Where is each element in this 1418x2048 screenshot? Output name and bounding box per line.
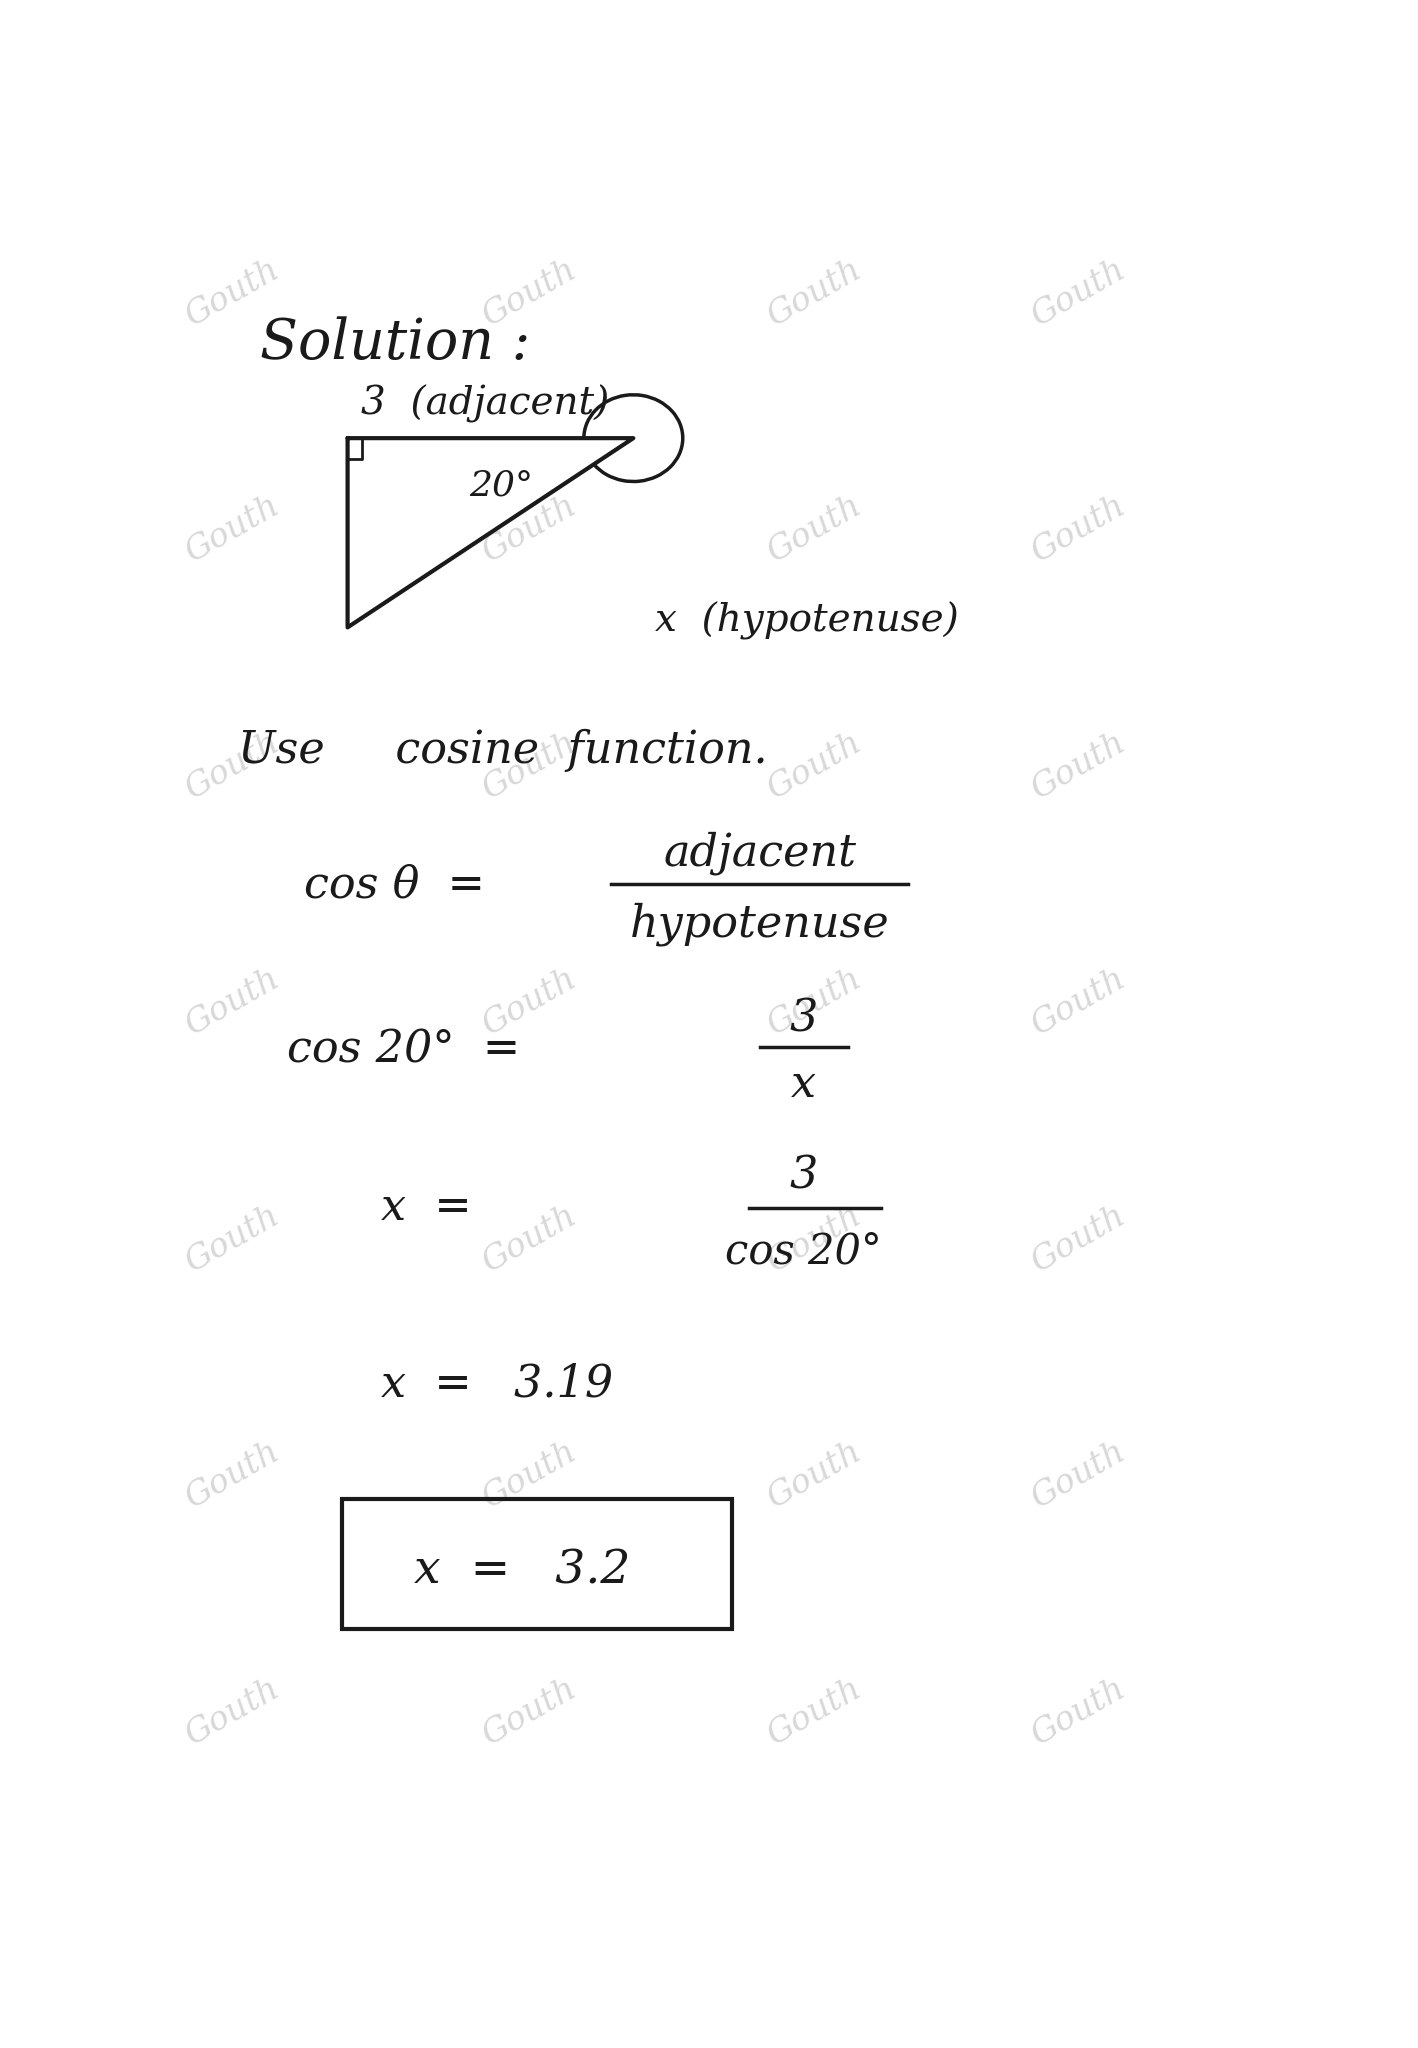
Text: adjacent: adjacent <box>664 831 856 874</box>
Text: Gouth: Gouth <box>761 1436 868 1516</box>
Text: Gouth: Gouth <box>761 1200 868 1278</box>
Text: Gouth: Gouth <box>180 963 285 1042</box>
Text: Gouth: Gouth <box>1025 727 1132 805</box>
Text: Gouth: Gouth <box>761 727 868 805</box>
Text: Gouth: Gouth <box>1025 254 1132 332</box>
Text: cos 20°: cos 20° <box>725 1231 882 1274</box>
Text: cos 20°  =: cos 20° = <box>286 1028 520 1071</box>
Text: cos θ  =: cos θ = <box>303 862 485 905</box>
Text: Solution :: Solution : <box>259 317 530 371</box>
Text: hypotenuse: hypotenuse <box>630 901 889 946</box>
Text: Gouth: Gouth <box>476 254 581 332</box>
Text: Gouth: Gouth <box>476 1673 581 1751</box>
Text: Gouth: Gouth <box>180 727 285 805</box>
Text: 3  (adjacent): 3 (adjacent) <box>360 385 610 422</box>
Text: Gouth: Gouth <box>761 1673 868 1751</box>
Text: 3: 3 <box>790 997 818 1040</box>
Text: Use     cosine  function.: Use cosine function. <box>238 729 767 772</box>
Text: Gouth: Gouth <box>476 489 581 569</box>
Text: Gouth: Gouth <box>761 963 868 1042</box>
Text: Gouth: Gouth <box>476 1200 581 1278</box>
Text: Gouth: Gouth <box>180 1200 285 1278</box>
Text: x  (hypotenuse): x (hypotenuse) <box>655 602 959 641</box>
Text: Gouth: Gouth <box>180 1436 285 1516</box>
Text: Gouth: Gouth <box>761 489 868 569</box>
Text: Gouth: Gouth <box>476 963 581 1042</box>
Text: Gouth: Gouth <box>180 489 285 569</box>
Text: x  =   3.2: x = 3.2 <box>414 1548 630 1593</box>
Text: Gouth: Gouth <box>1025 1673 1132 1751</box>
Text: Gouth: Gouth <box>1025 1200 1132 1278</box>
Text: Gouth: Gouth <box>476 1436 581 1516</box>
Text: Gouth: Gouth <box>476 727 581 805</box>
Text: 20°: 20° <box>469 469 533 502</box>
Text: Gouth: Gouth <box>1025 489 1132 569</box>
Text: Gouth: Gouth <box>1025 1436 1132 1516</box>
Text: Gouth: Gouth <box>1025 963 1132 1042</box>
Text: 3: 3 <box>790 1155 818 1198</box>
Text: Gouth: Gouth <box>761 254 868 332</box>
Text: x: x <box>791 1063 817 1106</box>
Text: Gouth: Gouth <box>180 254 285 332</box>
Text: Gouth: Gouth <box>180 1673 285 1751</box>
Text: x  =: x = <box>380 1186 471 1229</box>
Text: x  =   3.19: x = 3.19 <box>380 1362 613 1405</box>
